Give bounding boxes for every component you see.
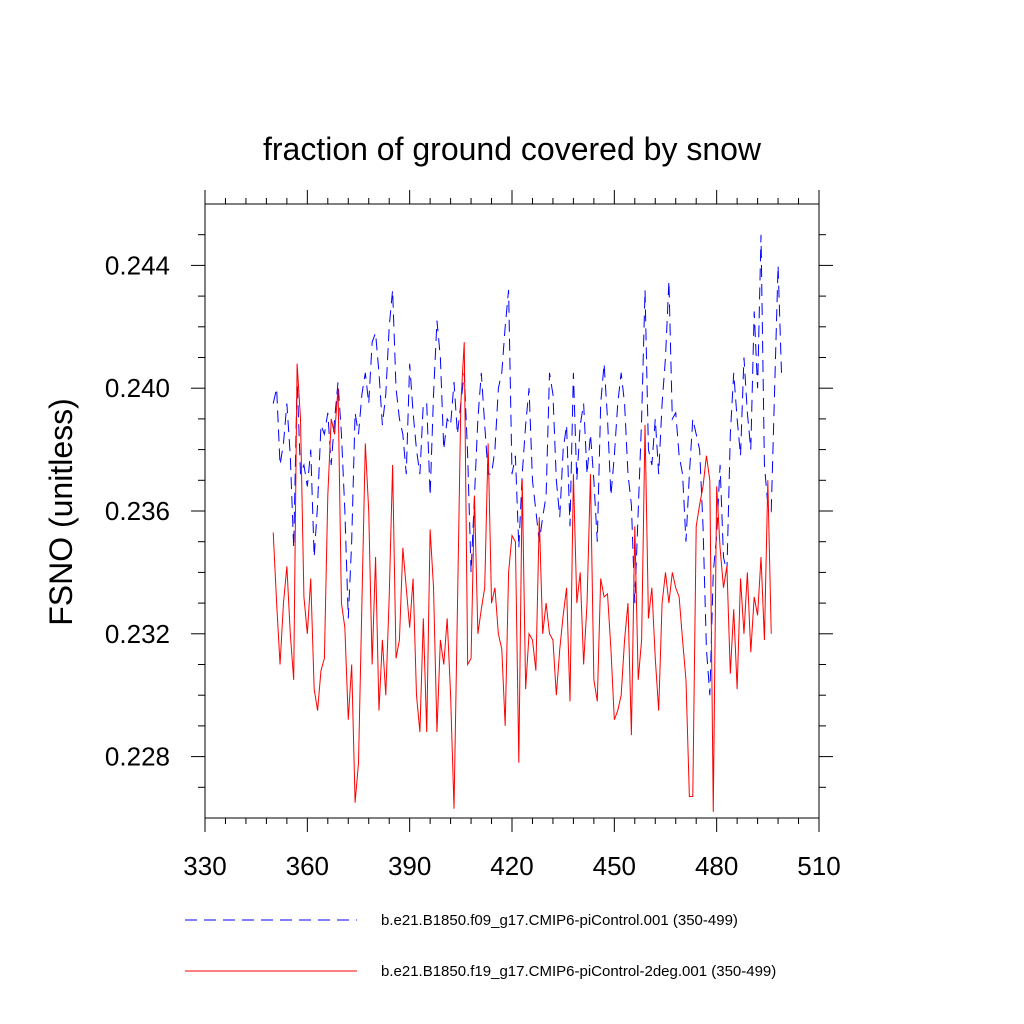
y-tick-label: 0.232: [105, 619, 170, 649]
chart-title: fraction of ground covered by snow: [263, 131, 762, 167]
legend-label-1: b.e21.B1850.f19_g17.CMIP6-piControl-2deg…: [381, 963, 776, 980]
x-tick-label: 450: [593, 851, 636, 881]
y-tick-label: 0.228: [105, 742, 170, 772]
series-layer: [272, 234, 782, 812]
x-tick-label: 360: [286, 851, 329, 881]
y-tick-label: 0.240: [105, 373, 170, 403]
series-line-1: [272, 342, 772, 812]
x-tick-label: 510: [797, 851, 840, 881]
y-tick-label: 0.236: [105, 496, 170, 526]
series-line-0: [272, 234, 782, 696]
legend: b.e21.B1850.f09_g17.CMIP6-piControl.001 …: [185, 912, 776, 980]
y-tick-label: 0.244: [105, 250, 170, 280]
y-axis-label: FSNO (unitless): [43, 398, 79, 626]
legend-label-0: b.e21.B1850.f09_g17.CMIP6-piControl.001 …: [381, 912, 738, 929]
axes-layer: 330 360 390 420 450 480 510 0.228 0.232 0.236 0.24…: [105, 190, 841, 881]
x-tick-label: 390: [388, 851, 431, 881]
x-tick-label: 330: [183, 851, 226, 881]
x-tick-label: 480: [695, 851, 738, 881]
x-tick-label: 420: [490, 851, 533, 881]
plot-frame: [204, 203, 820, 819]
